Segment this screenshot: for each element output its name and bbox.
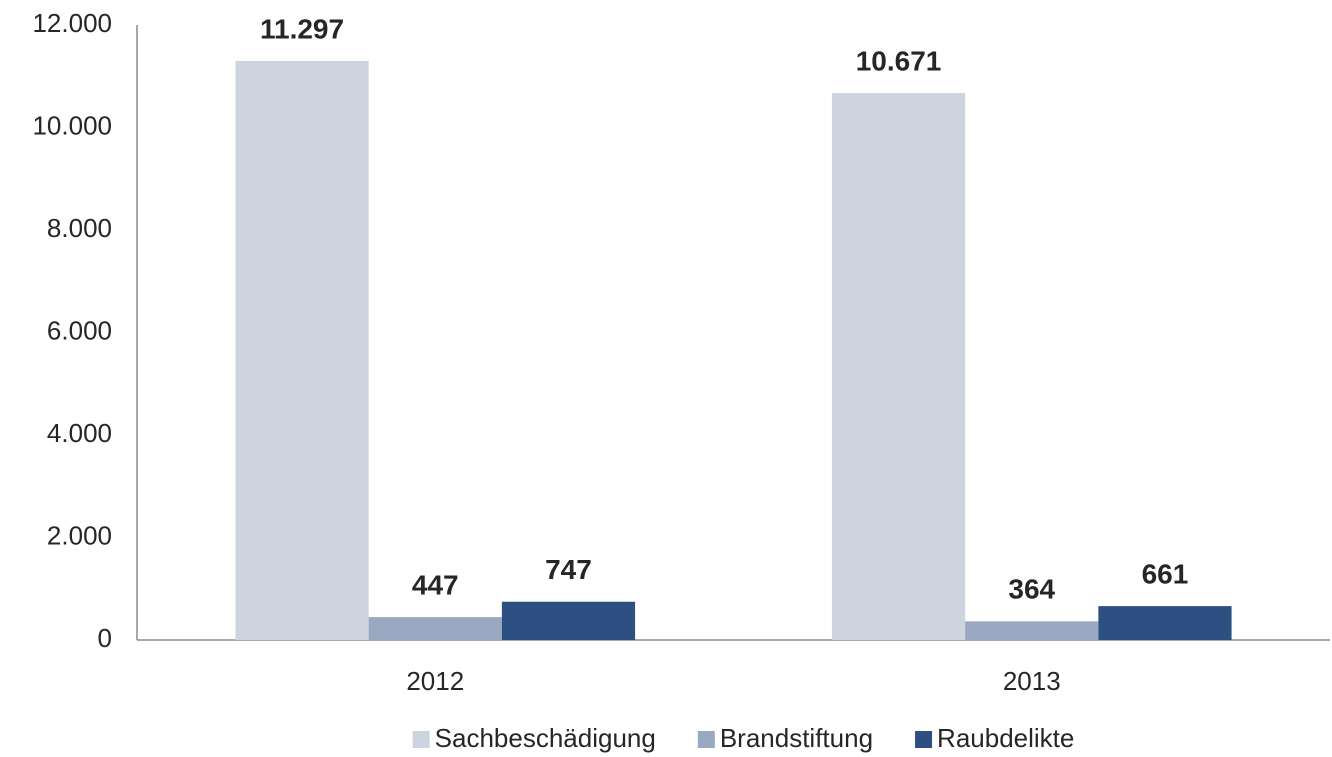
value-label: 447 [412, 569, 459, 600]
legend-swatch [697, 731, 715, 748]
x-tick-label: 2013 [1003, 666, 1061, 696]
legend-item: Brandstiftung [697, 723, 873, 753]
bar [235, 61, 369, 641]
bar [965, 621, 1099, 640]
y-tick-label: 2.000 [47, 520, 112, 550]
legend-label: Sachbeschädigung [435, 723, 656, 753]
y-tick-label: 12.000 [32, 8, 112, 38]
bar [501, 601, 636, 640]
bar [831, 93, 966, 640]
legend-label: Brandstiftung [720, 723, 873, 753]
y-tick-label: 0 [98, 623, 112, 653]
legend-swatch [412, 731, 430, 748]
y-tick-label: 6.000 [47, 315, 112, 345]
value-label: 661 [1142, 559, 1189, 590]
bar [368, 617, 502, 640]
y-tick-label: 10.000 [32, 110, 112, 140]
value-label: 364 [1008, 574, 1055, 605]
value-label: 747 [545, 554, 592, 585]
y-tick-label: 4.000 [47, 418, 112, 448]
value-label: 10.671 [856, 46, 942, 77]
legend-label: Raubdelikte [937, 723, 1074, 753]
x-tick-label: 2012 [406, 666, 464, 696]
y-tick-label: 8.000 [47, 213, 112, 243]
legend-item: Sachbeschädigung [412, 723, 656, 753]
legend-swatch [915, 731, 933, 748]
bar [1098, 606, 1232, 640]
legend-item: Raubdelikte [915, 723, 1074, 753]
value-label: 11.297 [260, 13, 344, 44]
